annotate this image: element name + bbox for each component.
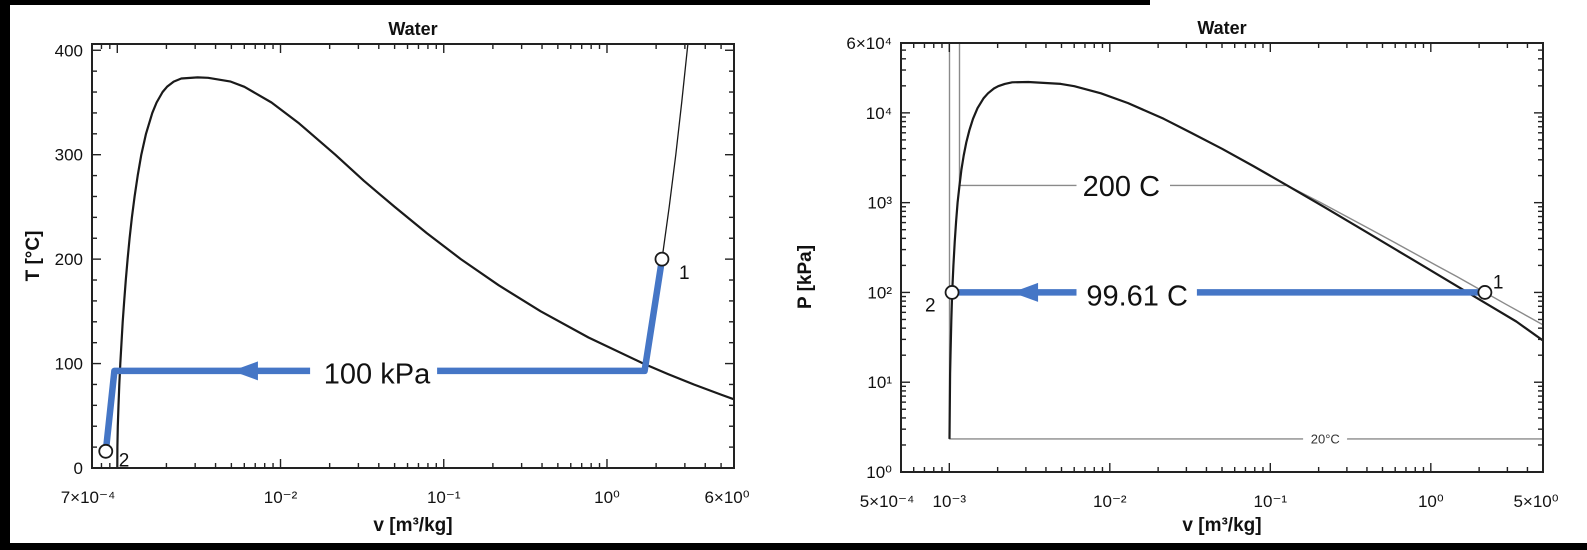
state-marker-label-2: 2: [925, 295, 936, 316]
state-marker-label-2: 2: [119, 450, 130, 471]
x-tick-label: 7×10⁻⁴: [61, 488, 116, 507]
chart-title-pv: Water: [1197, 18, 1247, 38]
isotherm-200c-label: 200 C: [1083, 171, 1160, 203]
x-tick-label: 5×10⁰: [1513, 492, 1558, 511]
x-tick-label: 10⁰: [1418, 492, 1444, 511]
y-tick-label: 10⁰: [866, 463, 892, 482]
x-tick-label: 10⁻¹: [1254, 492, 1288, 511]
plot-frame: [91, 43, 735, 469]
y-tick-label: 10⁴: [866, 104, 892, 123]
series-saturation-dome: [116, 76, 735, 469]
y-tick-label: 10³: [867, 194, 892, 213]
y-tick-label: 100: [55, 355, 83, 374]
border-left: [0, 0, 10, 550]
y-axis-label-pv: P [kPa]: [795, 244, 816, 310]
x-tick-label: 10⁰: [594, 488, 620, 507]
state-marker-label-1: 1: [679, 263, 690, 284]
border-top: [0, 0, 1150, 5]
process-direction-arrow: [1012, 282, 1039, 302]
p-v-diagram: 5×10⁻⁴ 10⁻³ 10⁻² 10⁻¹ 10⁰ 5×10⁰ 10⁰ 10¹ 10² 10³ 10…: [846, 34, 1558, 511]
series-process-path-left: [102, 367, 311, 452]
x-tick-label: 6×10⁰: [704, 488, 749, 507]
y-axis-label-tv: T [°C]: [23, 230, 44, 282]
series-process-path-right: [437, 258, 666, 375]
chart-title-tv: Water: [388, 19, 438, 39]
saturation-temp-label: 99.61 C: [1086, 280, 1188, 312]
isotherm-200c-label: 200 C: [1083, 171, 1160, 203]
t-v-diagram: 7×10⁻⁴ 10⁻² 10⁻¹ 10⁰ 6×10⁰ 0 100 200 300 400 100 k…: [55, 41, 750, 507]
plot-frame: [900, 42, 1544, 473]
x-tick-label: 10⁻²: [1093, 492, 1127, 511]
isobar-value-label: 100 kPa: [324, 358, 431, 390]
series-saturation-dome: [948, 80, 1544, 439]
x-axis-label-pv: v [m³/kg]: [1182, 515, 1262, 536]
isotherm-20c-label: 20°C: [1311, 432, 1340, 447]
x-tick-label: 10⁻³: [933, 492, 967, 511]
ticks: [900, 42, 1544, 473]
y-tick-label: 200: [55, 250, 83, 269]
y-tick-label: 6×10⁴: [846, 34, 892, 53]
state-marker-1: [654, 251, 670, 267]
state-marker-label-1: 1: [1493, 272, 1504, 293]
y-tick-label: 10¹: [867, 373, 892, 392]
border-bottom: [0, 543, 1587, 550]
x-tick-label: 5×10⁻⁴: [860, 492, 915, 511]
ticks: [91, 44, 735, 469]
state-marker-2: [98, 443, 114, 459]
x-tick-label: 10⁻¹: [427, 488, 461, 507]
y-tick-label: 300: [55, 146, 83, 165]
process-direction-arrow: [231, 361, 258, 381]
y-tick-label: 400: [55, 41, 83, 60]
x-tick-label: 10⁻²: [264, 488, 298, 507]
x-axis-label-tv: v [m³/kg]: [373, 515, 453, 536]
state-marker-1: [1477, 285, 1493, 300]
series-isotherm-200c-left: [958, 43, 1077, 187]
y-tick-label: 0: [74, 459, 83, 478]
state-marker-2: [944, 285, 960, 300]
series-isotherm-200c-right: [1170, 184, 1544, 327]
saturation-temp-label: 99.61 C: [1086, 280, 1188, 312]
y-tick-label: 10²: [867, 283, 892, 302]
isobar-value-label: 100 kPa: [324, 358, 431, 390]
